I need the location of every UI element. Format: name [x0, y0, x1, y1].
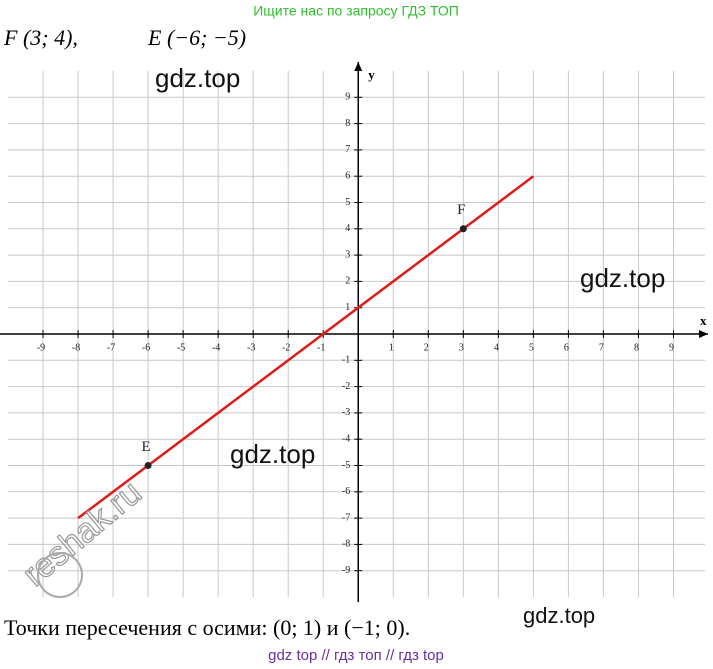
x-tick-label: -7 — [107, 342, 115, 353]
y-tick-label: 5 — [345, 197, 350, 208]
y-tick-label: -8 — [342, 539, 350, 550]
point — [144, 462, 152, 469]
watermark: gdz.top — [155, 63, 240, 93]
y-tick-label: 8 — [345, 118, 350, 129]
x-tick-label: 4 — [494, 342, 499, 353]
y-tick-label: 3 — [345, 249, 350, 260]
watermark: gdz.top — [580, 263, 665, 293]
watermark: gdz.top — [523, 603, 595, 628]
y-tick-label: 7 — [345, 144, 350, 155]
y-axis-label: y — [368, 67, 375, 82]
point — [459, 225, 467, 233]
answer: Точки пересечения с осими: (0; 1) и (−1;… — [4, 615, 410, 640]
line — [77, 175, 535, 520]
x-tick-label: 9 — [669, 342, 674, 353]
x-tick-label: 6 — [564, 342, 569, 353]
x-tick-label: 2 — [424, 342, 429, 353]
point-label: F — [457, 202, 465, 218]
x-tick-label: 8 — [634, 342, 639, 353]
y-tick-label: 1 — [345, 302, 350, 313]
y-tick-label: 2 — [345, 276, 350, 287]
point-label: E — [142, 439, 151, 455]
x-tick-label: -2 — [282, 342, 290, 353]
y-axis-arrow — [354, 62, 363, 71]
x-tick-label: 1 — [389, 342, 394, 353]
x-tick-label: -8 — [72, 342, 80, 353]
footer[interactable]: gdz top // гдз топ // гдз top — [268, 647, 444, 664]
y-tick-label: 9 — [345, 92, 350, 103]
y-tick-label: -7 — [342, 512, 350, 523]
point-f: F (3; 4), — [3, 25, 78, 50]
y-tick-label: -5 — [342, 460, 350, 471]
y-tick-label: -1 — [342, 355, 350, 366]
y-tick-label: -9 — [342, 565, 350, 576]
x-axis-label: x — [700, 313, 707, 328]
x-tick-label: -6 — [142, 342, 150, 353]
x-tick-label: 7 — [599, 342, 604, 353]
plot: -9 -8 -7 -6 -5 -4 -3 -2 -1 1 2 3 4 5 6 7 8 9 -9 -8 -7 -6 -5 -4 -… — [0, 62, 708, 602]
header: Ищите нас по запросу ГДЗ ТОП — [253, 3, 459, 19]
watermark: gdz.top — [230, 439, 315, 469]
y-tick-label: -4 — [342, 433, 350, 444]
x-tick-label: 5 — [529, 342, 534, 353]
x-tick-label: -4 — [212, 342, 220, 353]
x-tick-label: 3 — [459, 342, 464, 353]
x-tick-label: -3 — [247, 342, 255, 353]
y-tick-label: 4 — [345, 223, 350, 234]
x-tick-label: -1 — [317, 342, 325, 353]
copyright-icon — [37, 552, 83, 598]
y-tick-label: -3 — [342, 407, 350, 418]
x-tick-label: -9 — [37, 342, 45, 353]
x-axis-arrow — [699, 330, 708, 338]
point-e: E (−6; −5) — [147, 25, 246, 50]
y-tick-label: -6 — [342, 486, 350, 497]
x-tick-label: -5 — [177, 342, 185, 353]
y-tick-label: 6 — [345, 170, 350, 181]
y-tick-label: -2 — [342, 381, 350, 392]
